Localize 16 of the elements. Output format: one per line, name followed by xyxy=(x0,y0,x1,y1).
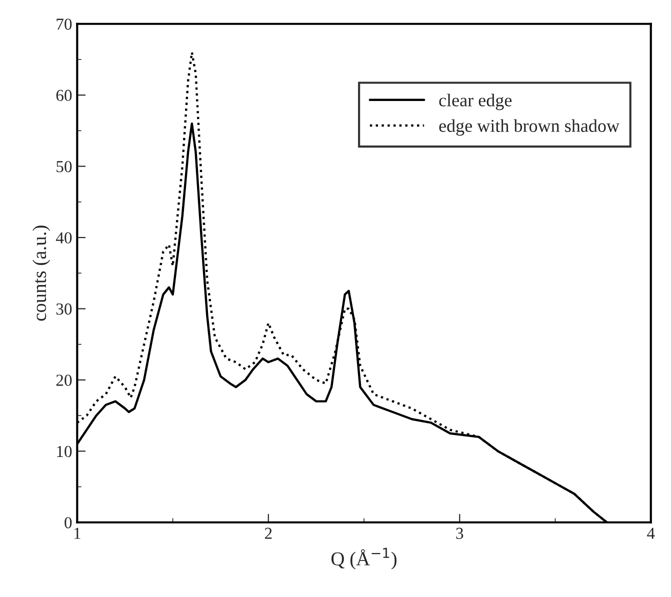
y-tick-label: 30 xyxy=(56,303,72,315)
legend-label: edge with brown shadow xyxy=(439,119,620,136)
y-tick-label: 0 xyxy=(64,517,72,528)
x-axis-title: Q (Å$^{−1}$) xyxy=(331,548,396,570)
y-tick-label: 50 xyxy=(56,161,72,172)
y-tick-label: 10 xyxy=(57,446,72,458)
y-tick-label: 40 xyxy=(56,232,72,244)
x-tick-label: 1 xyxy=(74,528,80,539)
legend-label: clear edge xyxy=(439,94,512,110)
y-tick-label: 60 xyxy=(56,90,72,102)
y-axis-title: counts (a.u.) xyxy=(32,226,50,321)
y-tick-label: 70 xyxy=(56,18,72,30)
y-tick-label: 20 xyxy=(56,374,72,386)
x-tick-label: 3 xyxy=(456,528,464,539)
x-tick-label: 4 xyxy=(647,528,655,539)
x-tick-label: 2 xyxy=(264,528,272,539)
